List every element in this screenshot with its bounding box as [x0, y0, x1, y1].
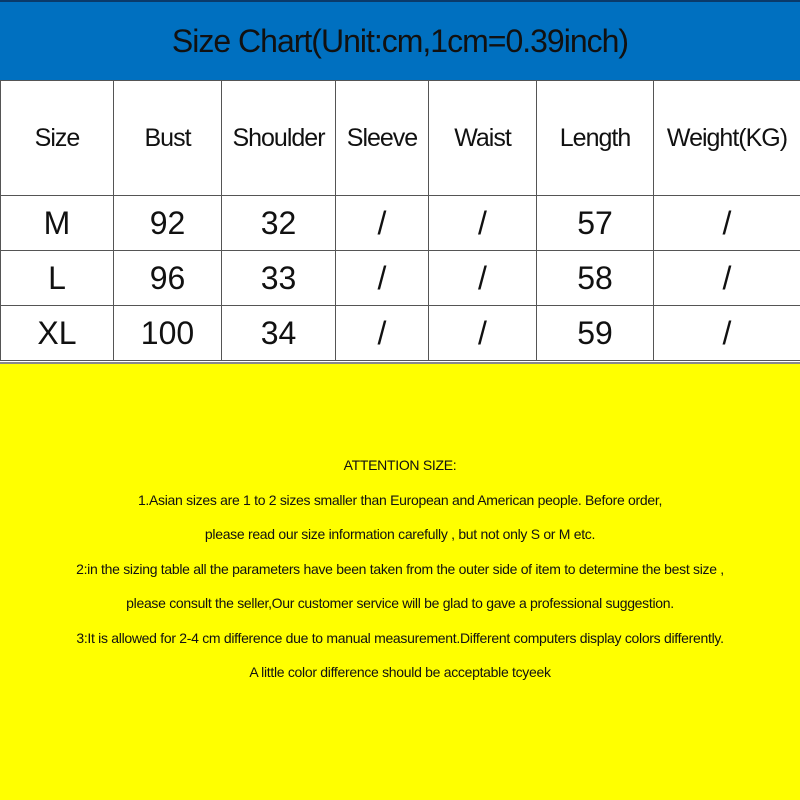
table-cell: 34 — [221, 305, 336, 361]
note-text: please consult the seller,Our customer s… — [126, 595, 674, 611]
table-cell: XL — [0, 305, 114, 361]
cell-value: XL — [37, 314, 77, 351]
note-line: please consult the seller,Our customer s… — [0, 586, 800, 621]
column-header-label: Waist — [454, 123, 512, 152]
table-row: L 96 33 / / 58 / — [0, 250, 800, 306]
cell-value: 96 — [149, 259, 186, 296]
table-cell: 57 — [536, 195, 654, 251]
note-line: 3:It is allowed for 2-4 cm difference du… — [0, 621, 800, 656]
column-header: Size — [0, 80, 114, 196]
table-row: XL 100 34 / / 59 / — [0, 305, 800, 361]
column-header: Waist — [428, 80, 537, 196]
cell-value: L — [48, 259, 66, 296]
table-cell: 32 — [221, 195, 336, 251]
note-text: 1.Asian sizes are 1 to 2 sizes smaller t… — [137, 491, 663, 508]
note-text: 3:It is allowed for 2-4 cm difference du… — [76, 629, 724, 646]
column-header-label: Bust — [144, 123, 191, 152]
column-header: Shoulder — [221, 80, 336, 196]
cell-value: 59 — [577, 314, 613, 351]
table-cell: / — [653, 195, 800, 251]
cell-value: 92 — [149, 204, 186, 241]
table-cell: 100 — [113, 305, 222, 361]
attention-heading: ATTENTION SIZE: — [0, 448, 800, 483]
cell-value: / — [722, 259, 732, 296]
column-header-label: Size — [34, 123, 81, 152]
table-cell: / — [653, 305, 800, 361]
note-line: 2:in the sizing table all the parameters… — [0, 552, 800, 587]
cell-value: 32 — [260, 204, 297, 241]
table-cell: 33 — [221, 250, 336, 306]
column-header: Weight(KG) — [653, 80, 800, 196]
note-text: A little color difference should be acce… — [249, 664, 551, 680]
note-text: ATTENTION SIZE: — [343, 457, 457, 473]
table-cell: L — [0, 250, 114, 306]
cell-value: 58 — [577, 259, 613, 296]
column-header-label: Length — [559, 123, 631, 152]
table-cell: 96 — [113, 250, 222, 306]
note-line: 1.Asian sizes are 1 to 2 sizes smaller t… — [0, 483, 800, 518]
column-header: Bust — [113, 80, 222, 196]
cell-value: 100 — [140, 314, 195, 351]
attention-notes: ATTENTION SIZE: 1.Asian sizes are 1 to 2 … — [0, 362, 800, 800]
cell-value: / — [377, 204, 387, 241]
table-cell: 59 — [536, 305, 654, 361]
cell-value: 34 — [260, 314, 297, 351]
note-line: A little color difference should be acce… — [0, 655, 800, 690]
table-cell: / — [428, 195, 537, 251]
cell-value: 57 — [577, 204, 613, 241]
size-table: Size Bust Shoulder Sleeve Waist Length Weight(… — [0, 80, 800, 361]
size-chart-title: Size Chart(Unit:cm,1cm=0.39inch) — [171, 22, 629, 59]
note-text: 2:in the sizing table all the parameters… — [76, 560, 724, 577]
table-cell: 92 — [113, 195, 222, 251]
cell-value: / — [722, 314, 732, 351]
table-cell: 58 — [536, 250, 654, 306]
table-cell: / — [428, 305, 537, 361]
table-cell: / — [335, 305, 429, 361]
table-cell: / — [335, 195, 429, 251]
column-header-label: Sleeve — [346, 123, 418, 152]
table-cell: / — [653, 250, 800, 306]
table-header-row: Size Bust Shoulder Sleeve Waist Length Weight(… — [0, 80, 800, 196]
cell-value: / — [377, 259, 387, 296]
table-cell: / — [335, 250, 429, 306]
cell-value: M — [43, 204, 71, 241]
cell-value: / — [478, 314, 487, 351]
table-row: M 92 32 / / 57 / — [0, 195, 800, 251]
size-chart-title-bar: Size Chart(Unit:cm,1cm=0.39inch) — [0, 0, 800, 80]
column-header: Length — [536, 80, 654, 196]
cell-value: / — [478, 204, 487, 241]
column-header: Sleeve — [335, 80, 429, 196]
cell-value: 33 — [260, 259, 297, 296]
table-cell: / — [428, 250, 537, 306]
cell-value: / — [377, 314, 387, 351]
note-line: please read our size information careful… — [0, 517, 800, 552]
cell-value: / — [722, 204, 732, 241]
column-header-label: Weight(KG) — [666, 123, 788, 152]
table-cell: M — [0, 195, 114, 251]
note-text: please read our size information careful… — [204, 526, 596, 542]
cell-value: / — [478, 259, 487, 296]
column-header-label: Shoulder — [232, 123, 325, 152]
